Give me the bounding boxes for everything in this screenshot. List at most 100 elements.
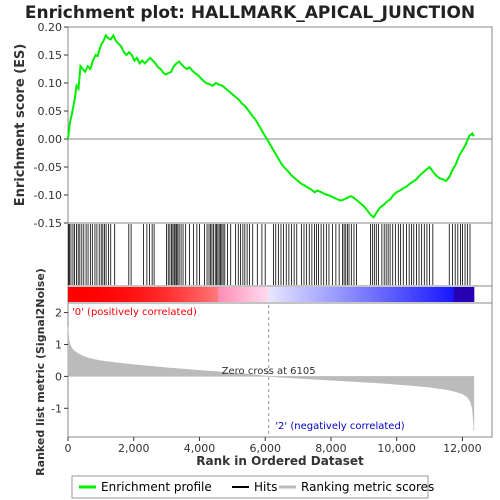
colorbar-segment [364,287,367,302]
colorbar-segment [311,287,314,302]
colorbar-segment [384,287,388,302]
colorbar-segment [297,287,300,302]
colorbar-segment [411,287,414,302]
colorbar-segment [238,287,241,302]
colorbar-segment [185,287,189,302]
colorbar-segment [193,287,197,302]
colorbar-segment [366,287,369,302]
colorbar-segment [110,287,114,302]
colorbar-segment [203,287,207,302]
colorbar-segment [386,287,390,302]
ranking-y-tick-label: 1 [55,338,62,351]
colorbar-segment [447,287,450,302]
ranking-y-ticks: -1 0 1 2 [51,307,68,415]
colorbar-segment [206,287,209,302]
colorbar-segment [380,287,383,302]
colorbar-segment [173,287,176,302]
colorbar-segment [451,287,455,302]
colorbar-segment [471,287,475,302]
colorbar-segment [130,287,134,302]
colorbar-segment [443,287,446,302]
colorbar-segment [327,287,331,302]
colorbar-segment [228,287,231,302]
colorbar-segment [429,287,432,302]
colorbar-segment [181,287,185,302]
colorbar-segment [463,287,467,302]
colorbar-segment [417,287,420,302]
colorbar-segment [161,287,164,302]
colorbar-segment [254,287,258,302]
colorbar-segment [132,287,136,302]
colorbar-segment [234,287,237,302]
colorbar-segment [352,287,355,302]
hits-panel-frame [67,222,493,287]
colorbar-segment [232,287,235,302]
x-axis-ticks: 0 2,000 4,000 6,000 8,000 10,000 12,000 [65,437,482,455]
es-y-tick-label: 0.15 [38,49,63,62]
colorbar-segment [394,287,398,302]
colorbar-segment [118,287,122,302]
colorbar-segment [419,287,422,302]
es-y-tick-label: 0.10 [38,77,63,90]
colorbar-segment [226,287,229,302]
colorbar-segment [120,287,124,302]
colorbar-segment [435,287,438,302]
colorbar-segment [155,287,158,302]
colorbar-segment [153,287,156,302]
colorbar-segment [70,287,73,302]
enrichment-profile-line [67,33,475,219]
colorbar-segment [303,287,306,302]
x-tick-label: 0 [65,442,72,455]
colorbar-segment [159,287,162,302]
colorbar-segment [102,287,105,302]
colorbar-segment [86,287,89,302]
colorbar-segment [88,287,91,302]
colorbar-segment [139,287,142,302]
colorbar-segment [252,287,256,302]
colorbar-segment [319,287,323,302]
colorbar-segment [358,287,361,302]
colorbar-segment [277,287,280,302]
es-y-axis-label: Enrichment score (ES) [13,44,28,207]
colorbar-segment [299,287,302,302]
colorbar-segment [445,287,448,302]
colorbar-segment [413,287,416,302]
colorbar-segment [244,287,248,302]
colorbar-segment [337,287,341,302]
colorbar-segment [301,287,304,302]
colorbar-segment [461,287,465,302]
colorbar-segment [275,287,278,302]
colorbar-segment [116,287,120,302]
colorbar-segment [149,287,152,302]
colorbar-segment [208,287,211,302]
colorbar-segment [195,287,199,302]
ranking-y-tick-label: -1 [51,402,62,415]
colorbar-segment [214,287,217,302]
colorbar-segment [307,287,310,302]
colorbar-segment [376,287,379,302]
ranking-metric-area [67,326,475,431]
colorbar-segment [104,287,107,302]
colorbar-segment [145,287,148,302]
colorbar-segment [370,287,373,302]
colorbar-segment [210,287,213,302]
colorbar-segment [256,287,260,302]
colorbar-segment [264,287,268,302]
colorbar-segment [212,287,215,302]
colorbar-segment [437,287,440,302]
colorbar-segment [92,287,95,302]
colorbar-segment [167,287,170,302]
colorbar-segment [183,287,187,302]
colorbar-segment [285,287,288,302]
colorbar-segment [350,287,353,302]
colorbar-segment [222,287,225,302]
colorbar-segment [281,287,284,302]
colorbar-segment [431,287,434,302]
chart-title: Enrichment plot: HALLMARK_APICAL_JUNCTIO… [25,3,475,23]
colorbar-segment [268,287,272,302]
ranking-panel: -1 0 1 2 '0' (positively correlated) Zero c… [34,268,493,476]
colorbar-segment [98,287,101,302]
colorbar-segment [329,287,333,302]
colorbar-segment [404,287,408,302]
colorbar-segment [439,287,442,302]
